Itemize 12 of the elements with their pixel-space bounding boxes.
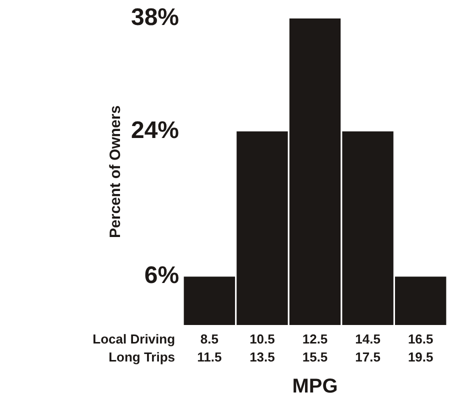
x-tick-label: 16.5 19.5 bbox=[408, 332, 434, 365]
x-tick-label: 8.5 11.5 bbox=[197, 332, 222, 365]
y-tick-label: 24% bbox=[130, 116, 180, 144]
x-tick-label: 14.5 17.5 bbox=[355, 332, 380, 365]
y-tick-label: 38% bbox=[130, 4, 180, 32]
x-axis-title: MPG bbox=[292, 376, 338, 398]
x-tick-label: 10.5 13.5 bbox=[250, 332, 275, 365]
text: Local Driving bbox=[92, 332, 176, 347]
x-tick-label: 12.5 15.5 bbox=[302, 332, 328, 365]
y-axis-title: Percent of Owners bbox=[107, 105, 124, 238]
text: Long Trips bbox=[108, 350, 176, 365]
y-tick-label: 6% bbox=[144, 262, 180, 290]
